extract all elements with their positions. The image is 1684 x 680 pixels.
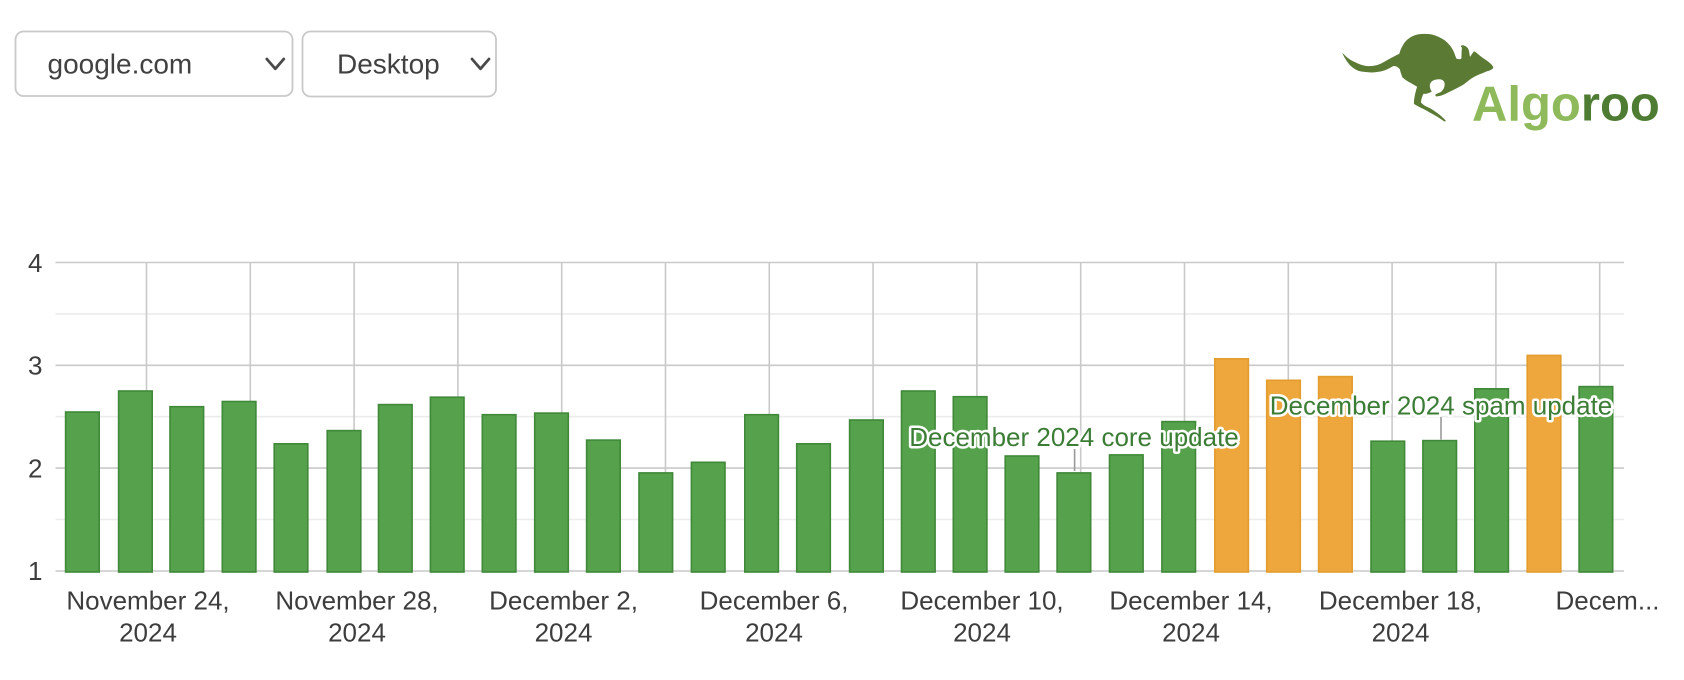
svg-text:2024: 2024 (1162, 618, 1220, 648)
svg-text:December 2024 spam update: December 2024 spam update (1270, 391, 1613, 421)
svg-text:November 24,: November 24, (66, 585, 229, 615)
svg-text:3: 3 (28, 351, 42, 381)
svg-text:google.com: google.com (48, 49, 193, 80)
svg-text:2024: 2024 (328, 618, 386, 648)
svg-text:2: 2 (28, 453, 42, 483)
svg-text:Desktop: Desktop (337, 49, 440, 80)
svg-text:December 2024 core update: December 2024 core update (909, 422, 1239, 452)
svg-text:November 28,: November 28, (275, 585, 438, 615)
svg-text:2024: 2024 (119, 618, 177, 648)
svg-text:December 14,: December 14, (1109, 585, 1272, 615)
svg-text:Algoroo: Algoroo (1472, 78, 1660, 132)
svg-text:4: 4 (28, 248, 42, 278)
svg-text:2024: 2024 (1372, 618, 1430, 648)
svg-text:2024: 2024 (535, 618, 593, 648)
svg-text:1: 1 (28, 556, 42, 586)
svg-text:December 18,: December 18, (1319, 585, 1482, 615)
svg-text:December 2,: December 2, (489, 585, 638, 615)
svg-text:December 6,: December 6, (700, 585, 849, 615)
svg-text:Decem...: Decem... (1555, 585, 1659, 615)
svg-text:December 10,: December 10, (900, 585, 1063, 615)
svg-text:2024: 2024 (953, 618, 1011, 648)
svg-text:2024: 2024 (745, 618, 803, 648)
